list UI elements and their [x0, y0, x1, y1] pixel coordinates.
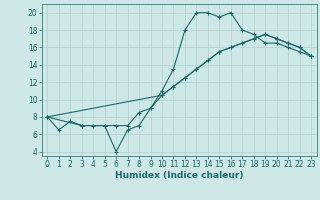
X-axis label: Humidex (Indice chaleur): Humidex (Indice chaleur) — [115, 171, 244, 180]
